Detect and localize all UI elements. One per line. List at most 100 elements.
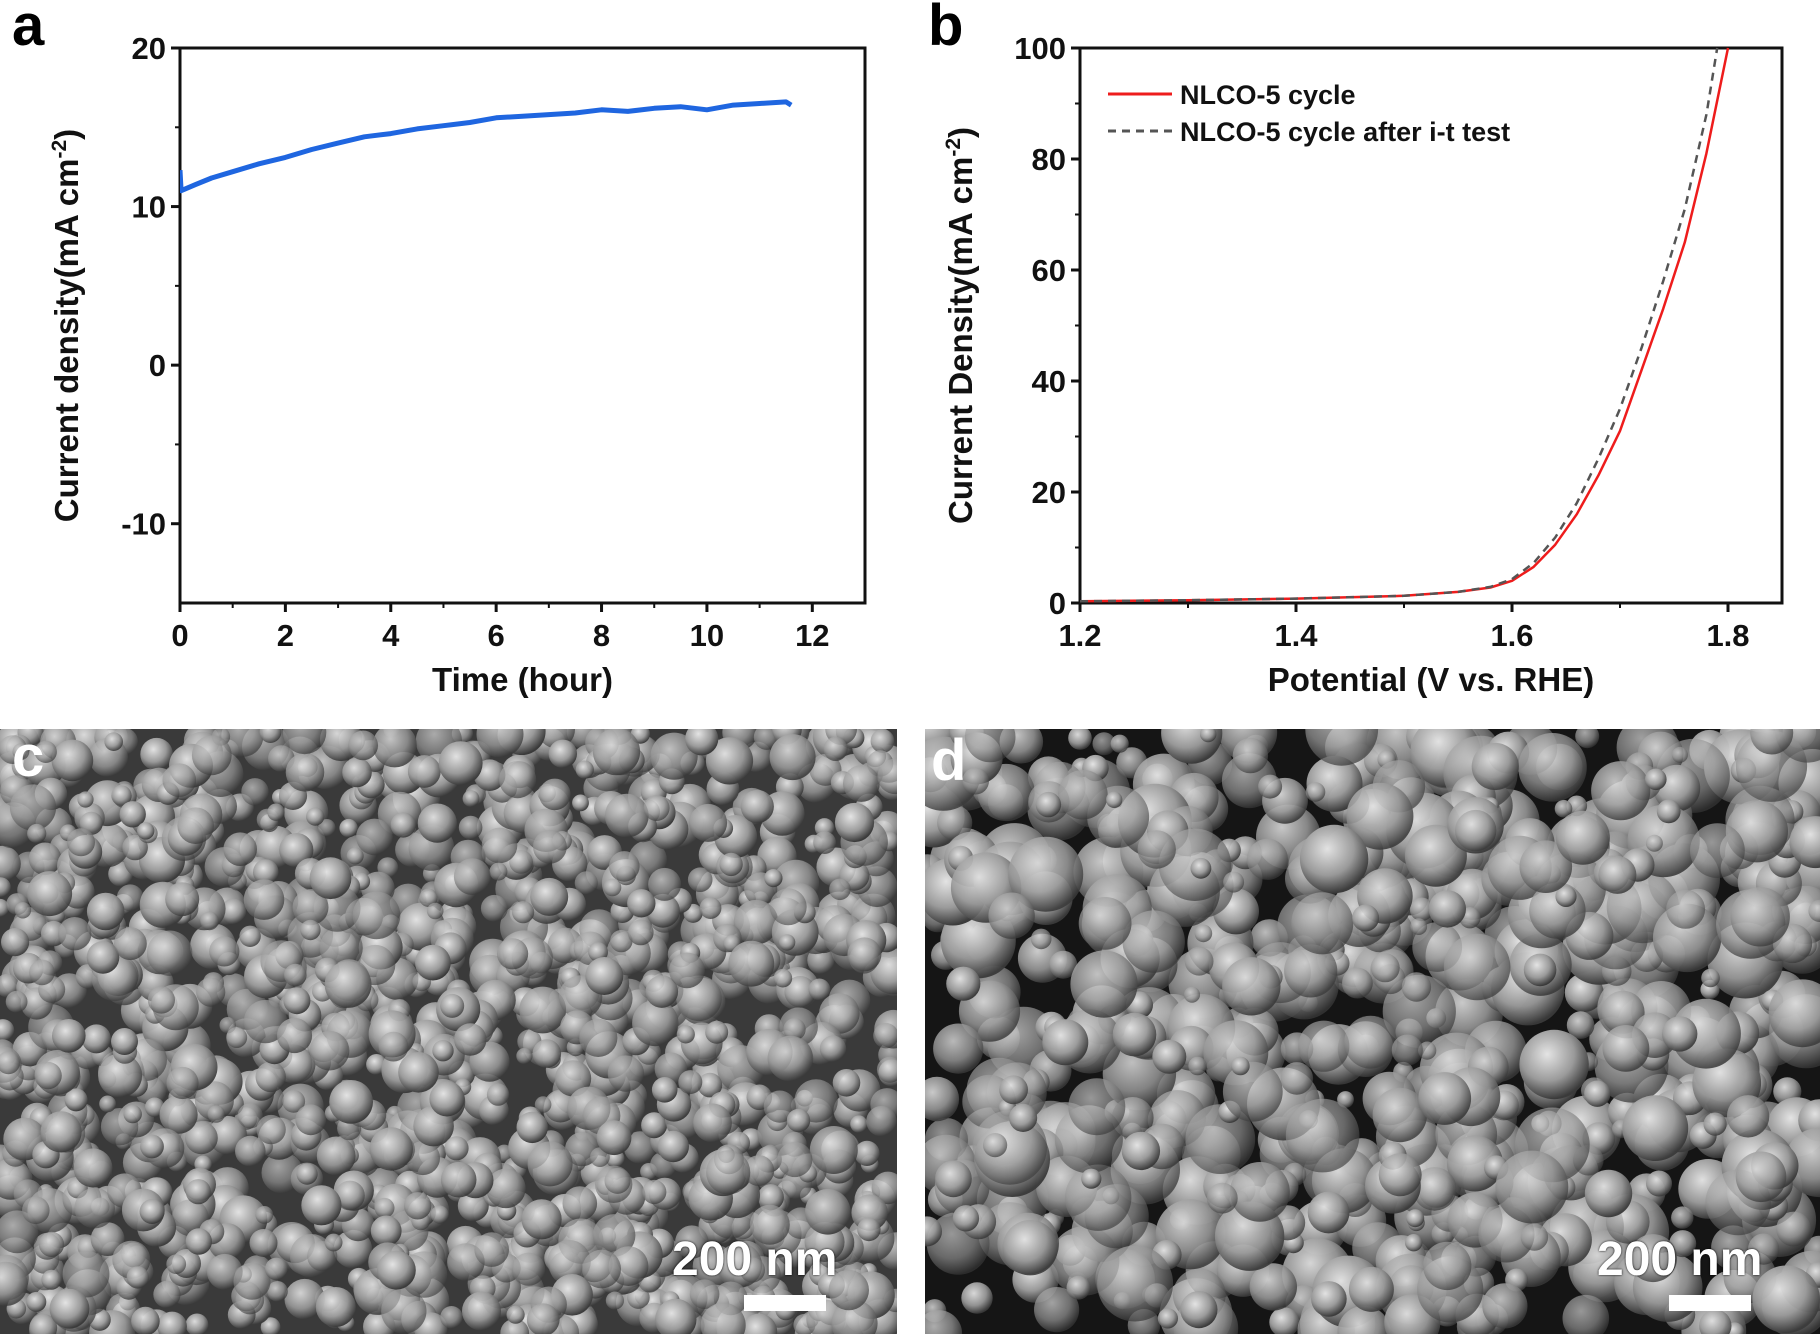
- particle: [1222, 957, 1281, 1016]
- particle: [0, 1051, 20, 1075]
- particle: [555, 1060, 592, 1097]
- particle: [1157, 1308, 1178, 1329]
- particle: [1418, 1072, 1472, 1125]
- particle: [67, 828, 95, 857]
- particle: [1307, 1191, 1350, 1234]
- particle: [1447, 1135, 1503, 1192]
- particle: [1009, 1103, 1038, 1132]
- particle: [1206, 1182, 1238, 1214]
- particle: [1070, 950, 1138, 1018]
- particle: [1337, 1091, 1354, 1108]
- particle: [296, 1163, 318, 1185]
- particle: [81, 1024, 111, 1054]
- x-tick-label: 6: [488, 618, 505, 653]
- particle: [526, 1303, 560, 1334]
- particle: [866, 1106, 897, 1137]
- particle: [1066, 1275, 1091, 1300]
- particle: [339, 818, 358, 838]
- particle: [605, 1291, 625, 1310]
- particle: [1748, 1233, 1780, 1265]
- particle: [440, 1306, 463, 1329]
- particle: [223, 832, 257, 866]
- particle: [575, 760, 594, 779]
- x-tick-label: 4: [382, 618, 400, 653]
- particle: [521, 1199, 562, 1240]
- particle: [40, 1111, 82, 1153]
- particle: [377, 1250, 416, 1290]
- particle: [805, 1189, 851, 1235]
- particle: [260, 1317, 281, 1334]
- y-tick-label: 10: [132, 190, 166, 225]
- particle: [527, 1141, 573, 1187]
- particle: [0, 877, 11, 898]
- particle: [700, 1302, 746, 1334]
- particle: [356, 818, 393, 856]
- particle: [1137, 830, 1176, 869]
- particle: [1305, 782, 1326, 802]
- particle: [324, 961, 372, 1008]
- particle: [511, 1252, 546, 1286]
- particle: [398, 1052, 439, 1093]
- particle: [62, 1250, 110, 1298]
- particle: [346, 847, 364, 865]
- particle: [1, 928, 30, 957]
- particle: [1701, 968, 1720, 988]
- particle: [1584, 1080, 1611, 1107]
- particle: [685, 729, 719, 756]
- particle: [1337, 1305, 1391, 1334]
- particle: [870, 729, 895, 753]
- particle: [28, 842, 62, 876]
- particle: [329, 1080, 373, 1124]
- particle: [1049, 950, 1078, 979]
- particle: [1519, 840, 1573, 893]
- particle: [27, 871, 73, 917]
- particle: [476, 729, 524, 758]
- particle: [1112, 1012, 1157, 1057]
- particle: [295, 1104, 327, 1136]
- particle: [829, 878, 851, 901]
- particle: [137, 822, 155, 840]
- particle: [243, 999, 288, 1044]
- particle: [1423, 1241, 1472, 1291]
- particle: [457, 1190, 489, 1222]
- particle: [1200, 729, 1217, 743]
- chart-a: 0 2 4 6 8 10 12 -10 0 10 20 Time (hour) Current dens…: [48, 31, 867, 698]
- particle: [627, 889, 656, 918]
- particle: [378, 1031, 409, 1062]
- particle: [1598, 855, 1637, 894]
- particle: [1110, 734, 1129, 753]
- x-axis-label: Time (hour): [432, 661, 613, 698]
- particle: [146, 930, 193, 976]
- particle: [49, 1288, 90, 1329]
- particle: [843, 765, 880, 802]
- series-line-1: [180, 99, 793, 194]
- particle: [1249, 1263, 1297, 1311]
- particle: [1699, 1309, 1732, 1334]
- particle: [1471, 742, 1519, 791]
- particle: [1645, 768, 1667, 791]
- particle: [506, 1305, 525, 1324]
- particle: [26, 1291, 47, 1312]
- particle: [1455, 809, 1497, 852]
- particle: [509, 850, 533, 874]
- particle: [139, 1199, 165, 1224]
- particle: [850, 1115, 868, 1133]
- particle: [29, 959, 55, 986]
- particle: [676, 1025, 695, 1044]
- particle: [34, 1061, 62, 1090]
- particle: [144, 1097, 165, 1118]
- particle: [1666, 889, 1706, 929]
- particle: [574, 871, 598, 895]
- particle: [1269, 1307, 1300, 1334]
- particle: [116, 884, 144, 912]
- particle: [819, 1035, 847, 1062]
- scale-bar-label-c: 200 nm: [672, 1233, 838, 1286]
- particle: [1789, 816, 1820, 869]
- particle: [740, 789, 774, 824]
- particle: [1068, 729, 1092, 750]
- particle: [342, 757, 372, 788]
- particle: [1299, 824, 1369, 894]
- particle: [111, 1028, 138, 1055]
- particle: [604, 1167, 631, 1194]
- y-tick-label: 0: [1049, 586, 1066, 621]
